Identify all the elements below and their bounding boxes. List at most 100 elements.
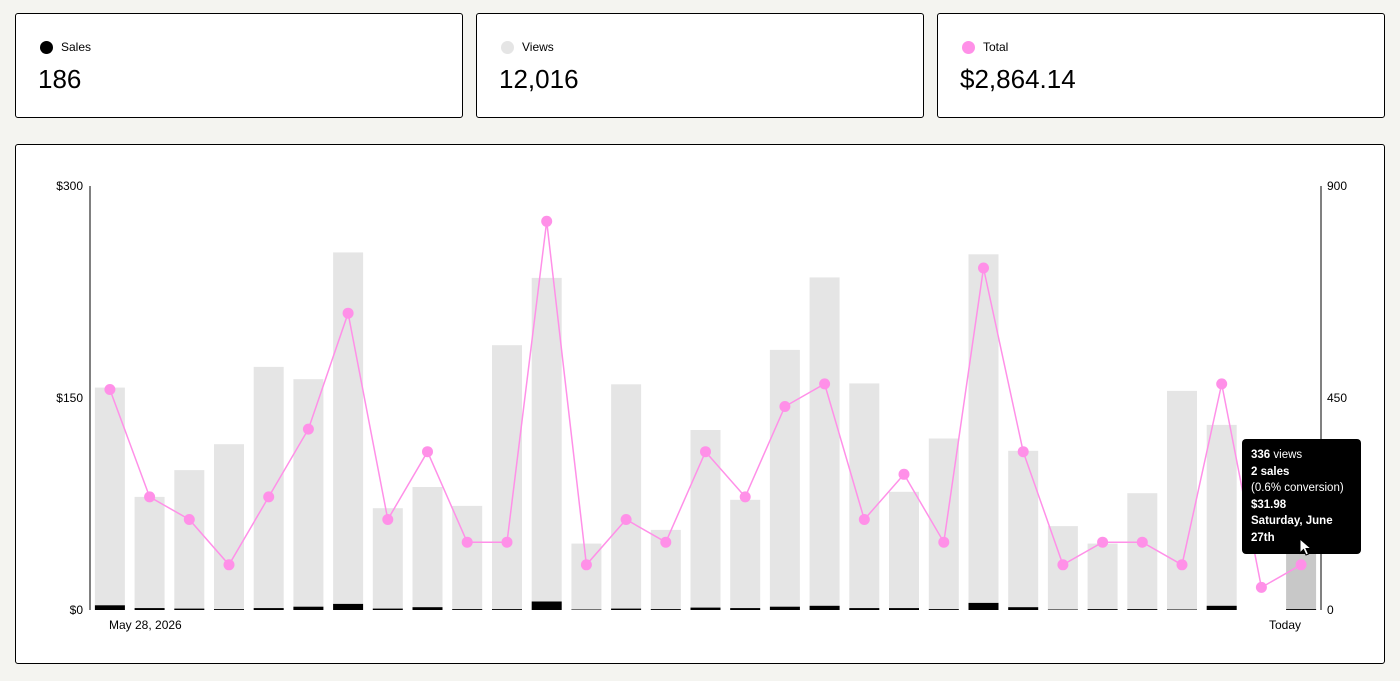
total-point[interactable] — [1216, 378, 1228, 390]
sales-bar[interactable] — [1047, 609, 1078, 611]
sales-bar[interactable] — [650, 609, 681, 610]
tooltip-views-count: 336 — [1251, 449, 1271, 461]
total-point[interactable] — [461, 536, 473, 548]
sales-bar[interactable] — [928, 609, 959, 610]
sales-bar[interactable] — [849, 608, 880, 610]
sales-bar[interactable] — [889, 608, 919, 610]
views-value: 12,016 — [499, 64, 579, 94]
total-point[interactable] — [342, 307, 354, 319]
total-point[interactable] — [302, 423, 314, 435]
total-legend-dot — [962, 40, 975, 54]
total-point[interactable] — [898, 468, 910, 480]
sales-bar[interactable] — [293, 606, 324, 610]
sales-bar[interactable] — [1127, 609, 1158, 610]
total-point[interactable] — [422, 446, 433, 458]
views-bar[interactable] — [253, 366, 284, 610]
sales-bar[interactable] — [412, 607, 443, 610]
sales-bar[interactable] — [690, 607, 721, 610]
views-bar[interactable] — [889, 491, 919, 610]
sales-bar[interactable] — [1286, 609, 1317, 610]
views-bar[interactable] — [94, 387, 125, 610]
sales-legend: Sales — [40, 40, 91, 54]
sales-bar[interactable] — [1167, 609, 1197, 611]
total-point[interactable] — [779, 401, 791, 412]
total-point[interactable] — [620, 514, 632, 525]
sales-bar[interactable] — [1008, 607, 1039, 610]
views-bar[interactable] — [492, 345, 522, 610]
total-point[interactable] — [700, 446, 711, 458]
y-right-tick-label: 0 — [1327, 603, 1334, 617]
sales-bar[interactable] — [571, 609, 602, 611]
views-bar[interactable] — [1167, 390, 1197, 610]
views-bar[interactable] — [1206, 424, 1237, 610]
sales-bar[interactable] — [769, 606, 800, 610]
sales-bar[interactable] — [611, 608, 642, 610]
total-point[interactable] — [382, 514, 394, 525]
views-bar[interactable] — [611, 384, 642, 610]
sales-bar[interactable] — [134, 608, 165, 610]
tooltip-views-label: views — [1270, 449, 1303, 461]
total-point[interactable] — [1057, 559, 1069, 571]
total-point[interactable] — [1136, 536, 1148, 548]
sales-bar[interactable] — [214, 609, 244, 610]
total-point[interactable] — [1176, 559, 1188, 571]
sales-legend-dot — [40, 40, 53, 54]
total-point[interactable] — [739, 491, 751, 503]
views-bar[interactable] — [214, 444, 244, 610]
total-point[interactable] — [104, 384, 116, 395]
views-bar[interactable] — [849, 383, 880, 610]
views-bar[interactable] — [372, 508, 403, 610]
sales-bar[interactable] — [372, 608, 403, 610]
sales-bar[interactable] — [253, 608, 284, 610]
total-point[interactable] — [501, 536, 513, 548]
views-legend: Views — [501, 40, 554, 54]
views-bar[interactable] — [730, 499, 761, 610]
views-bar[interactable] — [174, 470, 205, 610]
total-point[interactable] — [183, 514, 195, 525]
sales-bar[interactable] — [492, 609, 522, 610]
total-point[interactable] — [580, 559, 592, 571]
total-point[interactable] — [858, 514, 870, 525]
total-point[interactable] — [541, 215, 553, 227]
total-point[interactable] — [1097, 536, 1109, 548]
views-bar[interactable] — [452, 505, 483, 610]
sales-bar[interactable] — [174, 608, 205, 610]
total-point[interactable] — [978, 262, 989, 274]
views-bar[interactable] — [333, 252, 364, 610]
sales-bar[interactable] — [94, 605, 125, 610]
views-bar[interactable] — [968, 254, 999, 611]
sales-label: Sales — [61, 40, 92, 54]
views-bar[interactable] — [1008, 450, 1039, 610]
total-point[interactable] — [1017, 446, 1029, 458]
total-value: $2,864.14 — [960, 64, 1076, 94]
sales-bar[interactable] — [1206, 605, 1237, 610]
total-point[interactable] — [938, 536, 950, 548]
total-point[interactable] — [819, 378, 831, 390]
chart-tooltip: 336 views 2 sales (0.6% conversion) $31.… — [1242, 439, 1361, 554]
total-point[interactable] — [223, 559, 235, 571]
views-bar[interactable] — [1087, 543, 1118, 610]
views-bar[interactable] — [1127, 493, 1158, 610]
total-point[interactable] — [660, 536, 672, 548]
views-bar[interactable] — [769, 349, 800, 610]
views-bar[interactable] — [293, 379, 324, 610]
sales-bar[interactable] — [531, 601, 562, 611]
views-label: Views — [522, 40, 554, 54]
total-label: Total — [983, 40, 1009, 54]
total-point[interactable] — [263, 491, 275, 503]
views-bar[interactable] — [531, 277, 562, 610]
sales-bar[interactable] — [730, 608, 761, 610]
views-bar[interactable] — [571, 543, 602, 610]
views-bar[interactable] — [134, 496, 165, 610]
total-point[interactable] — [1295, 559, 1307, 571]
sales-bar[interactable] — [809, 605, 840, 610]
sales-bar[interactable] — [1087, 609, 1118, 610]
total-point[interactable] — [1255, 581, 1267, 593]
sales-bar[interactable] — [452, 609, 483, 610]
views-bar[interactable] — [412, 487, 443, 610]
total-point[interactable] — [144, 491, 156, 503]
sales-bar[interactable] — [333, 603, 364, 610]
views-bar[interactable] — [690, 430, 721, 610]
sales-bar[interactable] — [968, 602, 999, 610]
views-bar[interactable] — [809, 277, 840, 610]
